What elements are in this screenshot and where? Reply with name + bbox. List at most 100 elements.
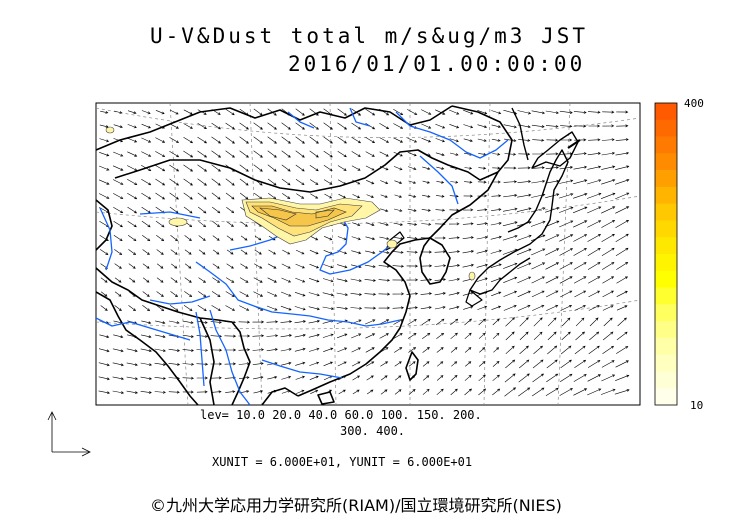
wind-arrow [504,387,516,397]
wind-arrow [448,236,460,240]
wind-arrow [351,333,362,339]
wind-arrow [449,194,459,198]
wind-arrow [615,360,629,368]
wind-arrow [408,388,416,395]
wind-arrow [226,249,234,255]
wind-arrow [559,373,573,383]
wind-arrow [518,138,531,142]
wind-arrow [589,331,600,341]
wind-arrow [545,248,560,256]
wind-arrow [421,208,431,212]
wind-arrow [601,247,615,257]
wind-arrow [364,292,377,296]
wind-arrow [601,220,616,228]
wind-arrow [98,348,110,353]
wind-arrow [295,122,305,130]
wind-arrow [559,234,574,242]
wind-arrow [422,180,431,184]
wind-arrow [253,291,264,297]
wind-arrow [573,276,587,284]
wind-arrow [184,235,192,241]
wind-arrow [253,150,263,158]
wind-arrow [350,278,362,282]
wind-arrow [559,276,573,284]
wind-arrow [156,305,165,312]
wind-arrow [546,359,558,369]
wind-arrow [281,178,291,186]
wind-arrow [114,110,123,114]
wind-arrow [140,334,152,339]
wind-arrow [309,249,319,255]
wind-arrow [448,250,461,254]
wind-arrow [392,264,405,268]
wind-arrow [394,361,402,367]
wind-arrow [545,234,560,242]
wind-arrow [546,138,559,142]
wind-arrow [586,192,602,199]
wind-arrow [533,317,543,327]
wind-arrow [112,376,125,381]
wind-arrow [477,124,488,129]
wind-arrow [421,222,432,226]
wind-arrow [530,207,546,213]
wind-arrow [225,136,235,144]
wind-arrow [168,320,180,324]
wind-arrow [212,277,221,283]
wind-arrow [393,137,404,143]
wind-arrow [155,220,165,228]
wind-arrow [366,194,374,198]
wind-arrow [309,122,319,130]
wind-arrow [197,178,207,186]
wind-arrow [253,390,264,394]
wind-arrow [184,277,192,283]
wind-arrow [435,318,445,326]
wind-arrow [546,152,559,156]
wind-arrow [462,222,474,226]
colorbar-frame [654,102,678,406]
wind-arrow [99,152,110,157]
wind-arrow [449,124,460,129]
wind-arrow [490,235,502,240]
wind-arrow [491,194,502,198]
wind-arrow [517,180,532,184]
wind-arrow [352,179,361,185]
wind-arrow [239,305,250,311]
wind-arrow [380,361,389,367]
wind-arrow [197,136,208,144]
wind-arrow [560,359,572,369]
wind-arrow [198,235,206,241]
wind-arrow [127,137,138,143]
wind-arrow [366,375,374,381]
wind-arrow [154,334,166,339]
wind-arrow [394,347,403,353]
wind-arrow [505,345,515,355]
wind-arrow [142,235,151,242]
wind-arrow [531,262,546,270]
wind-arrow [226,263,234,269]
wind-arrow [436,388,444,396]
wind-arrow [141,151,152,157]
colorbar-step [655,287,677,305]
wind-arrow [600,388,616,395]
wind-arrow [308,292,320,297]
colorbar-step [655,270,677,288]
wind-arrow [280,305,292,311]
wind-arrow [352,375,361,381]
wind-arrow [112,362,124,367]
wind-arrow [184,249,192,255]
wind-arrow [422,332,431,339]
wind-arrow [615,138,629,142]
wind-arrow [602,110,615,114]
wind-arrow [602,276,615,284]
wind-arrow [379,222,389,226]
wind-arrow [533,331,543,341]
wind-arrow [99,334,110,339]
wind-arrow [504,373,516,383]
wind-arrow [407,333,417,339]
wind-arrow [226,206,235,214]
wind-arrow [113,193,124,199]
wind-arrow [323,179,333,185]
wind-arrow [226,277,235,283]
wind-arrow [531,290,545,298]
wind-arrow [155,137,166,143]
